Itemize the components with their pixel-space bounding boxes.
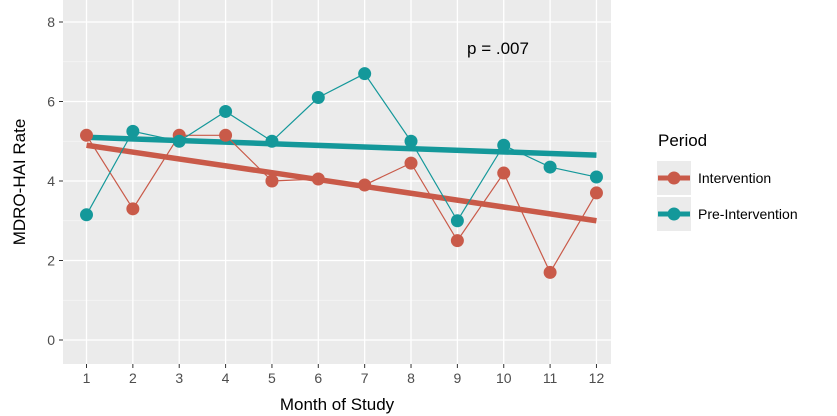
x-tick-label: 5 [268, 370, 276, 386]
legend: Period Intervention Pre-Intervention [657, 131, 798, 231]
x-tick-label: 9 [453, 370, 461, 386]
y-tick-label: 2 [47, 253, 55, 269]
y-tick-label: 0 [47, 332, 55, 348]
y-tick-label: 6 [47, 94, 55, 110]
x-tick-label: 1 [83, 370, 91, 386]
data-point-intervention [543, 265, 557, 279]
legend-title: Period [658, 131, 707, 150]
data-point-pre-intervention [404, 134, 418, 148]
data-point-pre-intervention [589, 170, 603, 184]
series-line-pre-intervention [85, 72, 597, 222]
x-tick-label: 3 [175, 370, 183, 386]
trend-line-pre-intervention [86, 134, 597, 158]
series-line-intervention [85, 134, 597, 274]
data-point-pre-intervention [172, 134, 186, 148]
data-point-pre-intervention [265, 134, 279, 148]
legend-label: Pre-Intervention [698, 206, 798, 222]
data-point-pre-intervention [126, 124, 140, 138]
data-point-intervention [80, 128, 93, 142]
data-point-intervention [126, 202, 140, 216]
x-tick-label: 7 [361, 370, 369, 386]
legend-key-point [667, 207, 681, 221]
series-lines [80, 67, 603, 279]
data-point-pre-intervention [450, 214, 464, 228]
data-point-intervention [589, 186, 603, 200]
y-axis-title: MDRO-HAI Rate [10, 119, 29, 246]
data-point-intervention [404, 156, 418, 170]
data-point-intervention [497, 166, 511, 180]
data-point-pre-intervention [358, 67, 372, 81]
data-point-intervention [358, 178, 372, 192]
x-tick-label: 4 [222, 370, 230, 386]
x-tick-label: 11 [543, 370, 558, 386]
data-point-intervention [450, 234, 464, 248]
data-point-intervention [311, 172, 325, 186]
data-point-intervention [265, 174, 279, 188]
x-tick-label: 10 [496, 370, 512, 386]
x-tick-label: 2 [129, 370, 137, 386]
data-point-pre-intervention [543, 160, 557, 174]
x-axis-title: Month of Study [280, 395, 395, 414]
x-axis: 1 2 3 4 5 6 7 8 9 10 11 12 [83, 364, 605, 386]
trend-line-intervention [86, 142, 597, 224]
data-point-pre-intervention [80, 208, 93, 222]
y-tick-label: 8 [47, 14, 55, 30]
x-tick-label: 12 [589, 370, 605, 386]
data-point-pre-intervention [219, 104, 233, 118]
data-point-pre-intervention [311, 91, 325, 105]
legend-key-point [667, 171, 681, 185]
p-value-annotation: p = .007 [467, 39, 529, 58]
legend-items: Intervention Pre-Intervention [657, 161, 798, 231]
x-tick-label: 6 [314, 370, 322, 386]
data-point-pre-intervention [497, 138, 511, 152]
x-tick-label: 8 [407, 370, 415, 386]
legend-label: Intervention [698, 170, 771, 186]
data-point-intervention [219, 128, 233, 142]
y-axis: 0 2 4 6 8 [47, 14, 63, 348]
y-tick-label: 4 [47, 173, 55, 189]
trend-lines [86, 134, 597, 224]
